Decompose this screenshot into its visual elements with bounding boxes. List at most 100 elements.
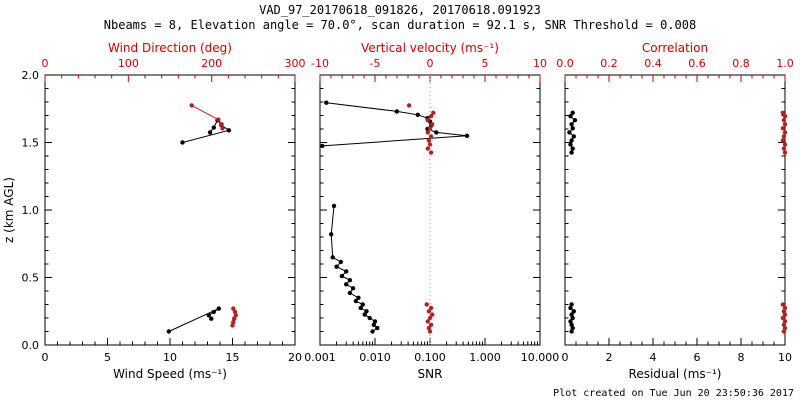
data-point-wind-direction-lower — [231, 319, 236, 325]
data-point-wind-speed-upper — [211, 125, 216, 130]
tick-label: 10 — [533, 57, 547, 70]
data-point-wind-direction-lower — [231, 306, 236, 311]
data-point-residual-lower — [571, 309, 576, 314]
data-point-snr-lower — [362, 312, 367, 317]
data-point-residual-upper — [570, 146, 575, 151]
tick-label: 4 — [650, 351, 657, 364]
data-point-snr-lower — [364, 309, 369, 314]
data-point-correlation-upper — [782, 130, 788, 135]
axis-title: Vertical velocity (ms⁻¹) — [361, 41, 499, 55]
tick-label: 0 — [42, 351, 49, 364]
data-point-residual-upper — [570, 110, 575, 116]
axis-title: SNR — [418, 367, 443, 381]
tick-label: 10 — [778, 351, 792, 364]
data-point-snr-upper — [320, 143, 325, 149]
data-point-wind-speed-lower — [206, 313, 211, 318]
data-point-correlation-lower — [781, 329, 787, 334]
data-point-correlation-lower — [780, 315, 785, 321]
data-point-snr-lower — [360, 302, 365, 307]
tick-label: 0.0 — [22, 339, 40, 352]
data-point-vertical-velocity-upper — [406, 103, 412, 108]
residual-panel-frame — [564, 74, 786, 346]
data-point-residual-upper — [569, 122, 574, 127]
data-point-snr-lower — [334, 264, 339, 269]
tick-label: 1.0 — [776, 57, 794, 70]
data-point-correlation-lower — [782, 319, 788, 324]
data-point-snr-lower — [331, 203, 337, 209]
data-point-correlation-upper — [782, 142, 788, 147]
data-point-residual-upper — [570, 126, 575, 131]
tick-label: 1.000 — [469, 351, 501, 364]
data-point-residual-upper — [567, 130, 572, 135]
data-point-vertical-velocity-upper — [425, 146, 430, 151]
data-point-correlation-lower — [781, 322, 787, 327]
data-point-snr-lower — [375, 325, 380, 331]
data-point-snr-upper — [464, 133, 470, 138]
data-point-vertical-velocity-upper — [431, 110, 436, 116]
data-point-snr-upper — [324, 100, 329, 105]
data-point-vertical-velocity-upper — [428, 114, 434, 119]
data-point-wind-direction-upper — [220, 126, 225, 131]
series-line-snr-lower — [330, 205, 379, 332]
data-point-snr-lower — [330, 255, 335, 260]
axis-title: Wind Speed (ms⁻¹) — [113, 367, 227, 381]
tick-label: 5 — [482, 57, 489, 70]
tick-label: 0.4 — [644, 57, 662, 70]
data-point-snr-lower — [347, 290, 353, 296]
tick-label: 10 — [163, 351, 177, 364]
tick-label: 5 — [104, 351, 111, 364]
data-point-snr-lower — [329, 232, 334, 237]
data-point-wind-speed-upper — [207, 130, 213, 135]
tick-label: 100 — [118, 57, 139, 70]
tick-label: 0.2 — [600, 57, 618, 70]
data-point-snr-lower — [370, 329, 375, 334]
tick-label: 15 — [226, 351, 240, 364]
data-point-correlation-lower — [782, 305, 788, 311]
data-point-correlation-upper — [780, 110, 785, 116]
tick-label: -5 — [370, 57, 381, 70]
data-point-wind-speed-upper — [226, 128, 231, 133]
tick-label: 0 — [427, 57, 434, 70]
tick-label: 0 — [562, 351, 569, 364]
data-point-vertical-velocity-upper — [428, 150, 434, 155]
tick-label: 0.100 — [414, 351, 446, 364]
data-point-correlation-upper — [781, 146, 787, 151]
data-point-snr-lower — [372, 319, 378, 324]
tick-label: 2 — [606, 351, 613, 364]
data-point-vertical-velocity-upper — [425, 118, 430, 123]
axis-title: Wind Direction (deg) — [108, 41, 232, 55]
data-point-vertical-velocity-upper — [428, 134, 434, 139]
data-point-residual-lower — [569, 312, 574, 317]
tick-label: 8 — [738, 351, 745, 364]
data-point-snr-lower — [353, 298, 359, 304]
data-point-snr-upper — [415, 112, 420, 118]
data-point-vertical-velocity-lower — [430, 312, 435, 317]
data-point-wind-speed-lower — [211, 309, 216, 315]
data-point-snr-lower — [344, 282, 349, 287]
tick-label: 0.010 — [359, 351, 391, 364]
data-point-residual-lower — [569, 322, 574, 327]
data-point-residual-upper — [569, 150, 574, 155]
tick-label: 10.000 — [521, 351, 560, 364]
series-line-wind-direction-upper — [191, 104, 223, 129]
data-point-snr-lower — [367, 315, 372, 321]
tick-label: 6 — [694, 351, 701, 364]
data-point-wind-direction-lower — [232, 316, 237, 321]
data-point-wind-direction-upper — [219, 122, 224, 127]
data-point-wind-direction-lower — [232, 309, 238, 315]
data-point-correlation-upper — [780, 126, 785, 131]
data-point-correlation-lower — [782, 312, 788, 317]
data-point-vertical-velocity-upper — [426, 138, 432, 143]
data-point-snr-lower — [371, 322, 376, 327]
tick-label: 0.8 — [732, 57, 750, 70]
data-point-snr-upper — [434, 130, 439, 135]
data-point-residual-lower — [568, 305, 573, 311]
data-point-vertical-velocity-lower — [426, 325, 432, 331]
data-point-vertical-velocity-upper — [425, 130, 430, 135]
data-point-vertical-velocity-lower — [427, 329, 433, 334]
data-point-vertical-velocity-upper — [427, 126, 433, 131]
tick-label: 2.0 — [22, 69, 40, 82]
data-point-residual-lower — [568, 319, 573, 324]
data-point-vertical-velocity-lower — [428, 305, 434, 311]
